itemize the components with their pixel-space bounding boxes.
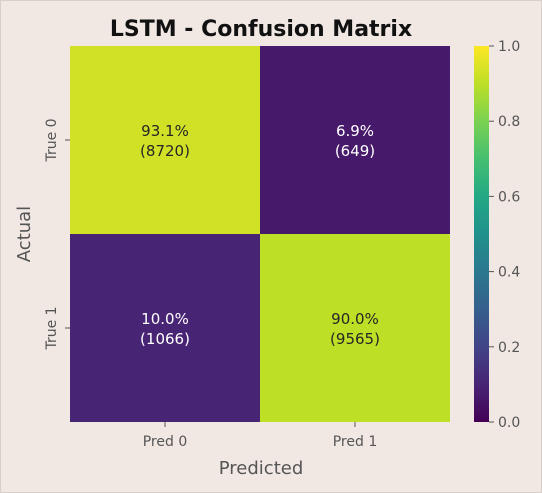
heatmap-cell-0-1 [260,46,450,234]
cell-count-label-1-1: (9565) [330,330,380,348]
heatmap-cells [70,46,450,422]
colorbar-tick-label-2: 0.4 [498,265,520,281]
heatmap-cell-1-1 [260,234,450,422]
y-axis-ticks: True 0 True 1 [44,118,70,351]
x-tick-label-1: Pred 1 [333,434,378,450]
cell-count-label-1-0: (1066) [140,330,190,348]
x-axis-ticks: Pred 0 Pred 1 [143,422,378,450]
colorbar-tick-label-0: 0.0 [498,415,520,431]
y-tick-label-0: True 0 [44,118,60,162]
cell-percent-label-1-1: 90.0% [331,310,379,328]
y-axis-label: Actual [14,206,35,262]
cell-count-label-0-1: (649) [335,142,375,160]
heatmap-cell-0-0 [70,46,260,234]
x-axis-label: Predicted [219,458,304,479]
heatmap-cell-1-0 [70,234,260,422]
colorbar-tick-label-4: 0.8 [498,114,520,130]
chart-title: LSTM - Confusion Matrix [110,17,412,42]
x-tick-label-0: Pred 0 [143,434,188,450]
cell-percent-label-1-0: 10.0% [141,310,189,328]
y-tick-label-1: True 1 [44,306,60,350]
heatmap-cell-labels: 93.1% (8720) 6.9% (649) 10.0% (1066) 90.0% (956… [140,122,380,348]
colorbar-tick-label-1: 0.2 [498,340,520,356]
colorbar [474,46,489,422]
cell-percent-label-0-1: 6.9% [336,122,374,140]
colorbar-ticks: 0.0 0.2 0.4 0.6 0.8 1.0 [489,39,520,431]
colorbar-tick-label-5: 1.0 [498,39,520,55]
colorbar-tick-label-3: 0.6 [498,189,520,205]
cell-count-label-0-0: (8720) [140,142,190,160]
cell-percent-label-0-0: 93.1% [141,122,189,140]
